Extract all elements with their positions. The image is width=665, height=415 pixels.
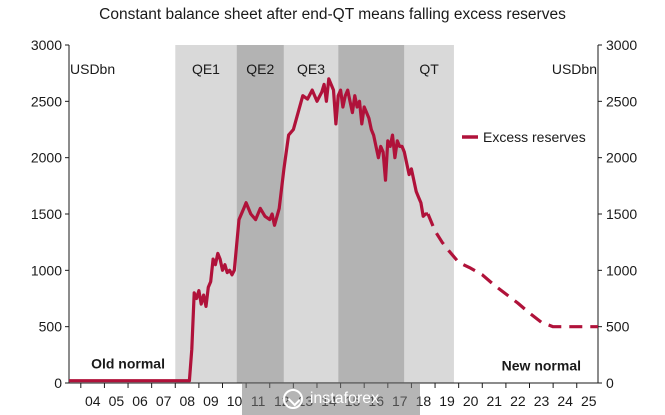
chart-title: Constant balance sheet after end-QT mean…: [99, 6, 566, 23]
x-tick-label: 23: [534, 393, 550, 409]
y-tick-label-left: 1500: [31, 206, 62, 222]
band-labels: QE1 QE2 QE3 QT: [192, 61, 439, 77]
x-tick-label: 10: [227, 393, 243, 409]
band-2: [283, 45, 339, 383]
y-tick-label-right: 1000: [606, 262, 637, 278]
y-tick-label-right: 2500: [606, 93, 637, 109]
watermark-text: instaforex: [309, 389, 380, 407]
y-unit-right: USDbn: [552, 61, 597, 77]
band-label-qe3: QE3: [297, 61, 325, 77]
y-tick-label-right: 3000: [606, 37, 637, 53]
y-unit-left: USDbn: [70, 61, 115, 77]
band-label-qe1: QE1: [192, 61, 220, 77]
series-line-excess-reserves: [69, 77, 428, 383]
band-label-qt: QT: [419, 61, 439, 77]
y-tick-label-left: 500: [39, 319, 63, 335]
y-axis-right-ticks: 0 500 1000 1500 2000 2500 3000: [598, 37, 637, 391]
y-tick-label-left: 1000: [31, 262, 62, 278]
watermark: instaforex: [242, 382, 420, 415]
x-tick-label: 04: [85, 393, 101, 409]
legend: Excess reserves: [462, 129, 586, 145]
series-lines: [69, 77, 598, 383]
x-tick-label: 06: [132, 393, 148, 409]
y-tick-label-right: 2000: [606, 150, 637, 166]
y-tick-label-right: 500: [606, 319, 630, 335]
qe-bands: [175, 45, 454, 383]
x-tick-label: 07: [156, 393, 172, 409]
legend-entry-excess-reserves: Excess reserves: [483, 129, 586, 145]
x-tick-label: 09: [203, 393, 219, 409]
instaforex-logo-icon: [282, 388, 303, 409]
x-tick-label: 25: [581, 393, 597, 409]
x-tick-label: 21: [486, 393, 502, 409]
annotations: Old normal New normal: [91, 355, 581, 373]
y-axis-left-ticks: 0 500 1000 1500 2000 2500 3000: [31, 37, 69, 391]
x-tick-label: 22: [510, 393, 526, 409]
y-tick-label-left: 0: [54, 375, 62, 391]
annotation-1: New normal: [502, 358, 581, 374]
x-tick-label: 20: [463, 393, 479, 409]
x-tick-label: 08: [179, 393, 195, 409]
y-tick-label-left: 2500: [31, 93, 62, 109]
band-0: [175, 45, 237, 383]
y-tick-label-left: 2000: [31, 150, 62, 166]
band-label-qe2: QE2: [246, 61, 274, 77]
y-tick-label-right: 0: [606, 375, 614, 391]
y-tick-label-left: 3000: [31, 37, 62, 53]
y-tick-label-right: 1500: [606, 206, 637, 222]
x-tick-label: 24: [557, 393, 573, 409]
x-tick-label: 05: [109, 393, 125, 409]
annotation-0: Old normal: [91, 355, 165, 371]
x-tick-label: 19: [439, 393, 455, 409]
series-line-projection: [426, 213, 598, 329]
